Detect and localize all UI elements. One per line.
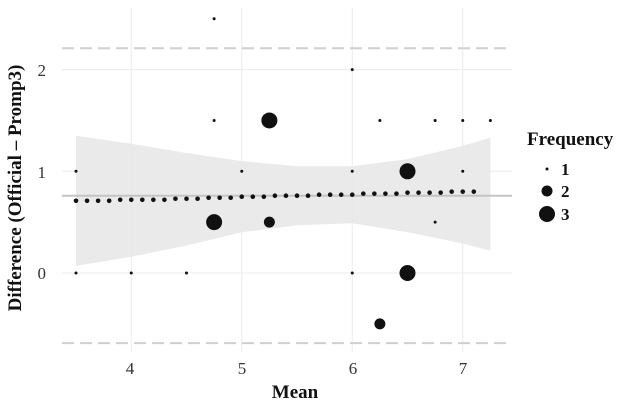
data-point [350,169,354,173]
trend-dot [449,189,455,194]
trend-dot [84,198,90,204]
data-point [240,169,244,173]
data-point [399,265,416,281]
data-point [399,163,416,180]
trend-dot [173,196,178,202]
trend-dot [272,193,278,199]
data-point [433,118,437,122]
confidence-band [76,135,491,266]
trend-dot [427,190,432,195]
trend-dot [349,192,355,197]
legend-label-3: 3 [561,205,570,224]
data-point [350,271,354,275]
trend-dot [305,193,311,199]
trend-dot [405,190,410,195]
trend-dot [228,195,233,201]
data-point [461,169,465,173]
trend-dot [95,198,101,204]
legend-key-1 [545,167,549,171]
trend-dot [372,191,377,196]
y-tick-label: 2 [38,61,47,80]
trend-dot [283,193,289,199]
y-axis-title: Difference (Official – Promp3) [5,65,26,312]
data-point [129,271,133,275]
x-tick-label: 5 [238,359,247,378]
legend-key-2 [541,185,553,197]
data-point [212,17,216,21]
trend-dot [294,193,300,199]
data-point [350,68,354,72]
data-point [206,214,223,231]
trend-dot [250,194,256,200]
trend-dot [338,192,344,197]
trend-dot [184,196,189,202]
trend-dot [261,194,267,200]
trend-dot [106,198,112,204]
y-tick-label: 0 [38,264,47,283]
data-point [263,216,275,228]
y-tick-label: 1 [38,163,47,182]
legend-key-3 [539,206,555,222]
legend-label-1: 1 [561,160,570,179]
trend-dot [316,192,322,197]
data-point [74,271,78,275]
trend-dot [383,191,388,196]
trend-dot [162,197,167,203]
trend-dot [460,189,466,194]
trend-dot [471,189,477,194]
trend-dot [327,192,333,197]
x-tick-label: 4 [126,359,135,378]
trend-dot [140,197,145,203]
data-point [378,118,382,122]
legend: Frequency 1 2 3 [527,129,614,224]
trend-dot [217,195,222,201]
data-point [185,271,188,275]
legend-title: Frequency [527,129,614,150]
data-point [212,118,216,122]
x-tick-labels: 4 5 6 7 [126,359,468,378]
trend-dot [73,198,79,204]
data-point [488,118,492,122]
data-point [74,169,78,173]
y-tick-labels: 0 1 2 [38,61,47,283]
trend-dot [416,190,421,195]
data-point [261,112,278,129]
trend-dot [361,191,366,196]
x-axis-title: Mean [272,382,319,403]
trend-dot [394,191,399,196]
trend-dot [117,197,123,203]
data-point [374,318,386,330]
x-tick-label: 7 [459,359,468,378]
legend-label-2: 2 [561,182,570,201]
data-point [461,118,465,122]
trend-dot [438,190,443,195]
trend-dot [206,195,211,201]
data-point [433,220,437,224]
trend-dot [128,197,134,203]
trend-line [73,189,477,204]
trend-dot [151,197,156,203]
trend-dot [195,196,200,202]
data-points [74,17,492,330]
x-tick-label: 6 [349,359,358,378]
trend-dot [239,194,245,200]
